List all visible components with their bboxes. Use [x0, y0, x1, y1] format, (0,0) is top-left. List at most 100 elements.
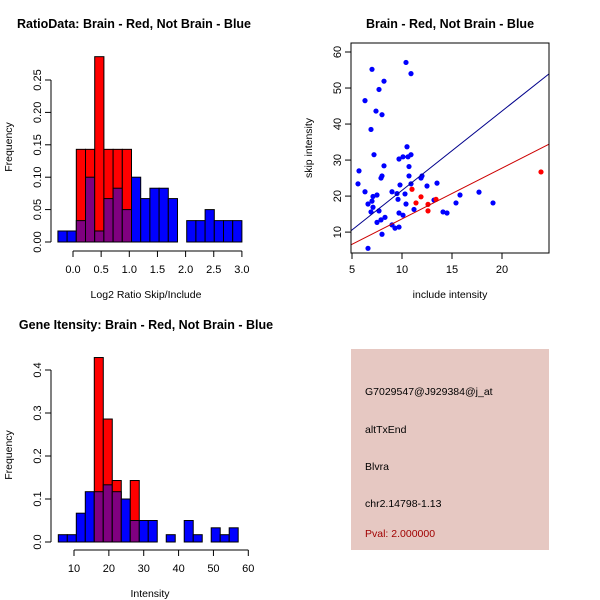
scatter-point-brain: [418, 194, 424, 200]
scatter-x-tick-label: 20: [496, 264, 508, 276]
intensity-hist-bar-not-brain: [228, 527, 239, 543]
scatter-point-not-brain: [378, 217, 384, 223]
ratio-hist-x-tick-label: 1.5: [150, 264, 165, 276]
ratio-hist-y-tick-label: 0.10: [32, 166, 44, 187]
intensity-hist-bar-not-brain: [138, 520, 149, 543]
scatter-point-not-brain: [368, 126, 374, 133]
scatter-point-not-brain: [379, 231, 385, 237]
intensity-hist-bar-not-brain: [84, 491, 95, 543]
ratio-hist-x-tick-label: 0.0: [65, 264, 80, 276]
scatter-point-not-brain: [408, 71, 414, 77]
ratio-hist-y-tick-label: 0.15: [32, 134, 44, 155]
intensity-hist-x-tick-label: 40: [172, 563, 184, 575]
intensity-hist-bar-not-brain: [210, 527, 221, 543]
scatter-point-brain: [413, 200, 419, 206]
scatter-point-not-brain: [362, 98, 368, 104]
scatter-point-not-brain: [403, 201, 409, 207]
intensity-hist-y-tick-label: 0.3: [32, 405, 44, 420]
intensity-hist-y-tick-label: 0.2: [32, 448, 44, 463]
scatter-point-not-brain: [405, 154, 411, 160]
ratio-hist-y-tick-label: 0.25: [32, 69, 44, 90]
ratio-hist-x-tick-label: 0.5: [94, 264, 109, 276]
scatter-point-not-brain: [424, 183, 430, 189]
scatter-point-not-brain: [374, 192, 380, 198]
intensity-hist-bar-overlap: [129, 520, 140, 543]
intensity-hist-y-tick-label: 0.0: [32, 534, 44, 549]
probe-id: G7029547@J929384@j_at: [365, 386, 493, 398]
intensity-histogram-ylabel: Frequency: [3, 429, 15, 479]
intensity-hist-bar-overlap: [93, 491, 104, 543]
scatter-point-not-brain: [392, 225, 398, 231]
scatter-point-not-brain: [396, 224, 402, 230]
scatter-plot-frame: [350, 42, 550, 254]
scatter-panel: Brain - Red, Not Brain - Blue include in…: [303, 17, 550, 301]
scatter-point-not-brain: [376, 86, 382, 93]
intensity-hist-x-tick-label: 60: [242, 563, 254, 575]
ratio-histogram-xlabel: Log2 Ratio Skip/Include: [91, 289, 202, 301]
scatter-xlabel: include intensity: [413, 289, 488, 301]
fit-line-brain: [351, 143, 549, 246]
ratio-hist-bar-not-brain: [140, 198, 151, 243]
scatter-point-not-brain: [370, 204, 376, 210]
intensity-histogram-xlabel: Intensity: [130, 588, 170, 600]
intensity-hist-bar-not-brain: [120, 498, 131, 543]
scatter-y-tick-label: 30: [332, 154, 344, 166]
genomic-location: chr2.14798-1.13: [365, 498, 442, 510]
scatter-point-not-brain: [381, 163, 387, 169]
intensity-hist-bar-not-brain: [192, 534, 203, 543]
scatter-point-not-brain: [362, 189, 368, 195]
ratio-hist-y-tick-label: 0.00: [32, 231, 44, 252]
intensity-hist-x-tick-label: 30: [138, 563, 150, 575]
scatter-point-not-brain: [440, 209, 446, 215]
ratio-hist-y-tick-label: 0.05: [32, 199, 44, 220]
intensity-histogram-panel: Gene Itensity: Brain - Red, Not Brain - …: [3, 318, 273, 600]
scatter-x-tick-label: 5: [349, 264, 355, 276]
scatter-x-tick-label: 10: [396, 264, 408, 276]
scatter-point-not-brain: [369, 198, 375, 204]
scatter-point-not-brain: [397, 182, 403, 188]
ratio-hist-bar-not-brain: [167, 198, 179, 243]
intensity-hist-bar-overlap: [102, 484, 113, 543]
intensity-histogram-title: Gene Itensity: Brain - Red, Not Brain - …: [19, 318, 273, 332]
scatter-point-brain: [425, 201, 431, 207]
intensity-hist-bar-not-brain: [147, 520, 158, 543]
scatter-point-not-brain: [365, 245, 371, 251]
ratio-hist-bar-brain: [94, 56, 105, 243]
scatter-point-not-brain: [400, 154, 406, 160]
scatter-point-not-brain: [355, 181, 361, 187]
scatter-point-not-brain: [373, 108, 379, 114]
ratio-hist-x-tick-label: 1.0: [122, 264, 137, 276]
info-box-background: [351, 349, 549, 550]
ratio-hist-bar-not-brain: [213, 220, 225, 243]
scatter-point-brain: [409, 186, 415, 192]
scatter-point-not-brain: [369, 66, 375, 72]
intensity-hist-y-tick-label: 0.1: [32, 491, 44, 506]
scatter-point-not-brain: [476, 189, 482, 195]
ratio-hist-x-tick-label: 2.5: [206, 264, 221, 276]
scatter-point-not-brain: [404, 144, 410, 150]
intensity-hist-y-tick-label: 0.4: [32, 362, 44, 377]
scatter-point-not-brain: [389, 189, 395, 195]
ratio-hist-bar-not-brain: [195, 220, 206, 243]
scatter-point-not-brain: [434, 180, 440, 186]
scatter-point-brain: [538, 169, 544, 175]
ratio-hist-bar-overlap: [121, 209, 133, 243]
scatter-point-not-brain: [356, 168, 362, 174]
ratio-hist-bar-overlap: [75, 220, 87, 243]
scatter-point-not-brain: [365, 201, 371, 207]
scatter-point-not-brain: [457, 192, 463, 198]
scatter-point-not-brain: [406, 173, 412, 179]
scatter-point-not-brain: [396, 156, 402, 162]
scatter-point-not-brain: [370, 193, 376, 200]
ratio-hist-bar-overlap: [103, 198, 114, 243]
scatter-point-not-brain: [411, 206, 417, 213]
scatter-y-tick-label: 60: [332, 46, 344, 58]
scatter-y-tick-label: 20: [332, 190, 344, 202]
intensity-hist-bar-not-brain: [75, 512, 86, 543]
ratio-hist-y-tick-label: 0.20: [32, 102, 44, 123]
intensity-hist-bar-not-brain: [183, 520, 194, 543]
scatter-point-not-brain: [402, 191, 408, 197]
intensity-hist-bar-overlap: [111, 491, 122, 543]
